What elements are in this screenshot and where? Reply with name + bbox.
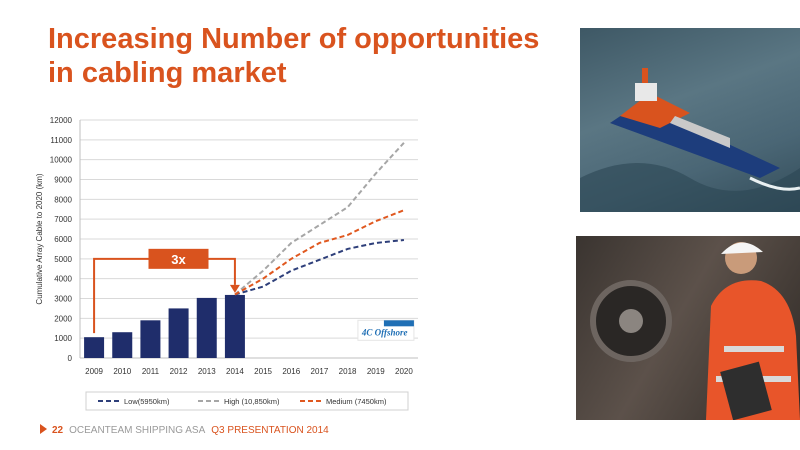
series-line-1 (234, 142, 405, 296)
y-tick-label: 8000 (54, 195, 72, 204)
y-tick-label: 4000 (54, 275, 72, 284)
y-tick-label: 0 (68, 354, 73, 363)
x-tick-label: 2017 (311, 367, 329, 376)
offshore-worker-photo (576, 236, 800, 420)
bar-2009 (84, 337, 105, 358)
y-tick-label: 1000 (54, 334, 72, 343)
cable-chart: 0 1000 2000 3000 4000 5000 6000 7000 8000 9000 100… (35, 116, 418, 411)
x-tick-label: 2018 (339, 367, 357, 376)
series-line-2 (234, 209, 405, 296)
company-name: OCEANTEAM SHIPPING ASA (69, 425, 206, 436)
x-tick-label: 2013 (198, 367, 216, 376)
bar-2011 (140, 320, 161, 358)
y-axis-label: Cumulative Array Cable to 2020 (km) (35, 173, 44, 305)
bar-2010 (112, 332, 133, 358)
y-tick-label: 7000 (54, 215, 72, 224)
bar-2014 (224, 294, 245, 358)
y-tick-label: 2000 (54, 314, 72, 323)
x-tick-label: 2010 (113, 367, 131, 376)
x-tick-label: 2011 (142, 367, 160, 376)
y-tick-label: 3000 (54, 295, 72, 304)
logo-text: 4C Offshore (361, 327, 408, 337)
annotation-arrowhead (229, 284, 240, 293)
series-line-0 (234, 238, 405, 296)
cable-ship-photo (580, 28, 800, 212)
y-tick-label: 10000 (50, 156, 73, 165)
x-tick-label: 2012 (170, 367, 188, 376)
slide-title: Increasing Number of opportunities in ca… (48, 23, 540, 89)
y-tick-label: 6000 (54, 235, 72, 244)
legend-label-1: High (10,850km) (224, 397, 280, 406)
logo-bar (383, 320, 414, 327)
x-tick-label: 2014 (226, 367, 244, 376)
annotation-box (148, 248, 209, 269)
y-tick-label: 5000 (54, 255, 72, 264)
legend-box (85, 391, 409, 411)
page-number: 22 (52, 425, 64, 436)
annotation-label: 3x (171, 252, 186, 267)
legend-label-0: Low(5950km) (124, 397, 170, 406)
x-tick-label: 2016 (282, 367, 300, 376)
y-tick-label: 12000 (50, 116, 73, 125)
x-tick-label: 2020 (395, 367, 413, 376)
legend-label-2: Medium (7450km) (326, 397, 387, 406)
x-tick-label: 2009 (85, 367, 103, 376)
x-tick-label: 2015 (254, 367, 272, 376)
y-tick-label: 9000 (54, 176, 72, 185)
y-tick-label: 11000 (50, 136, 72, 145)
slide-footer: 22 OCEANTEAM SHIPPING ASA Q3 PRESENTATION … (40, 424, 329, 436)
x-tick-label: 2019 (367, 367, 385, 376)
bar-2013 (196, 297, 217, 358)
bar-2012 (168, 308, 189, 358)
presentation-name: Q3 PRESENTATION 2014 (211, 425, 329, 436)
footer-arrow-icon (40, 424, 47, 434)
